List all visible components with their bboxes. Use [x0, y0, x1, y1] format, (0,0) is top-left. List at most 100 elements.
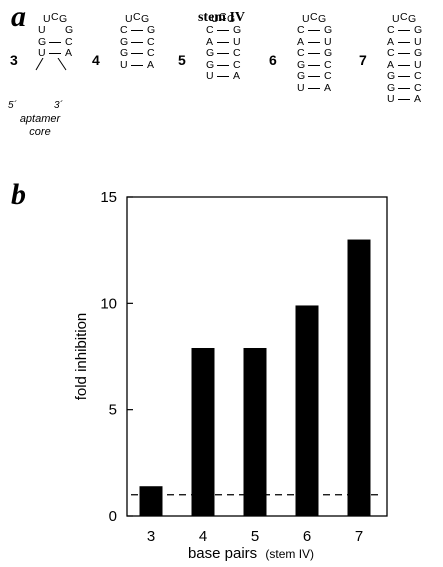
strand-ends — [35, 57, 67, 70]
hydrogen-bond — [308, 64, 320, 66]
base-pair-right: C — [233, 58, 241, 71]
loop-nucleotide: C — [310, 11, 318, 23]
base-pair-left: G — [297, 58, 306, 71]
three-prime-label: 3´ — [54, 100, 63, 111]
hydrogen-bond — [131, 30, 143, 31]
hydrogen-bond — [398, 30, 410, 31]
x-tick-label: 5 — [251, 528, 259, 545]
base-pair-right: C — [233, 47, 241, 59]
base-pair-right: G — [324, 47, 333, 59]
loop-nucleotide: G — [141, 13, 150, 25]
base-pair-right: A — [414, 93, 422, 105]
hydrogen-bond — [131, 64, 143, 66]
base-pair-right: C — [414, 81, 422, 94]
base-pair-left: G — [120, 35, 129, 48]
x-axis-label: base pairs (stem IV) — [188, 545, 314, 562]
base-pair-right: A — [233, 70, 241, 82]
base-pair-left: G — [297, 70, 306, 82]
hydrogen-bond — [308, 41, 320, 43]
hydrogen-bond — [398, 76, 410, 77]
base-pair-left: C — [387, 47, 395, 59]
hydrogen-bond — [398, 64, 410, 66]
variant-number: 7 — [359, 52, 367, 68]
bar-7 — [347, 239, 371, 517]
base-pair-left: G — [387, 70, 396, 82]
loop-nucleotide: G — [408, 13, 417, 25]
hydrogen-bond — [398, 87, 410, 89]
base-pair-left: C — [206, 24, 214, 36]
unpaired-nucleotide: U — [38, 24, 46, 36]
base-pair-right: G — [324, 24, 333, 36]
hydrogen-bond — [217, 76, 229, 77]
hydrogen-bond — [308, 30, 320, 31]
hydrogen-bond — [398, 41, 410, 43]
bar-3 — [139, 486, 163, 516]
base-pair-right: G — [414, 24, 423, 36]
base-pair-right: C — [65, 35, 73, 48]
base-pair-right: C — [324, 58, 332, 71]
loop-nucleotide: G — [318, 13, 327, 25]
base-pair-left: A — [297, 35, 305, 48]
aptamer-core-caption: aptamer core — [10, 113, 70, 139]
y-tick-label: 15 — [100, 189, 117, 206]
loop-nucleotide: U — [43, 13, 51, 25]
hydrogen-bond — [131, 53, 143, 54]
strand-line — [57, 57, 67, 70]
base-pair-left: C — [120, 24, 128, 36]
x-axis-label-main: base pairs — [188, 545, 257, 562]
base-pair-right: A — [324, 81, 332, 94]
x-tick-label: 6 — [303, 528, 311, 545]
loop-nucleotide: G — [227, 13, 236, 25]
base-pair-left: G — [120, 47, 129, 59]
base-pair-right: A — [65, 47, 73, 59]
base-pair-left: A — [206, 35, 214, 48]
y-tick-label: 0 — [109, 508, 117, 525]
base-pair-left: G — [206, 58, 215, 71]
y-tick-label: 5 — [109, 402, 117, 419]
loop-nucleotide: C — [133, 11, 141, 23]
variant-number: 4 — [92, 52, 100, 68]
hydrogen-bond — [398, 99, 410, 100]
hydrogen-bond — [131, 41, 143, 43]
loop-nucleotide: U — [125, 13, 133, 25]
base-pair-left: G — [38, 35, 47, 48]
bar-4 — [191, 347, 215, 516]
loop-nucleotide: C — [400, 11, 408, 23]
base-pair-right: C — [147, 47, 155, 59]
hydrogen-bond — [49, 53, 61, 54]
hydrogen-bond — [217, 64, 229, 66]
base-pair-left: U — [120, 58, 128, 71]
base-pair-left: A — [387, 35, 395, 48]
base-pair-right: U — [324, 35, 332, 48]
loop-nucleotide: C — [51, 11, 59, 23]
base-pair-right: G — [233, 24, 242, 36]
base-pair-left: C — [297, 47, 305, 59]
base-pair-right: C — [147, 35, 155, 48]
x-tick-label: 3 — [147, 528, 155, 545]
caption-line-2: core — [29, 126, 51, 139]
x-axis-label-sub: (stem IV) — [265, 547, 314, 561]
bar-5 — [243, 347, 267, 516]
hydrogen-bond — [398, 53, 410, 54]
variant-number: 5 — [178, 52, 186, 68]
loop-nucleotide: U — [211, 13, 219, 25]
five-prime-label: 5´ — [8, 100, 17, 111]
loop-nucleotide: U — [302, 13, 310, 25]
base-pair-left: G — [387, 81, 396, 94]
hydrogen-bond — [217, 41, 229, 43]
base-pair-right: U — [233, 35, 241, 48]
y-axis-label: fold inhibition — [73, 313, 90, 401]
loop-nucleotide: G — [59, 13, 68, 25]
x-tick-label: 7 — [355, 528, 363, 545]
base-pair-left: C — [297, 24, 305, 36]
hydrogen-bond — [49, 41, 61, 43]
variant-number: 6 — [269, 52, 277, 68]
base-pair-right: A — [147, 58, 155, 71]
loop-nucleotide: U — [392, 13, 400, 25]
loop-nucleotide: C — [219, 11, 227, 23]
base-pair-right: C — [414, 70, 422, 82]
y-axis-ticks: 0 5 10 15 — [100, 189, 133, 525]
panel-a-label: a — [11, 0, 26, 33]
base-pair-left: C — [387, 24, 395, 36]
